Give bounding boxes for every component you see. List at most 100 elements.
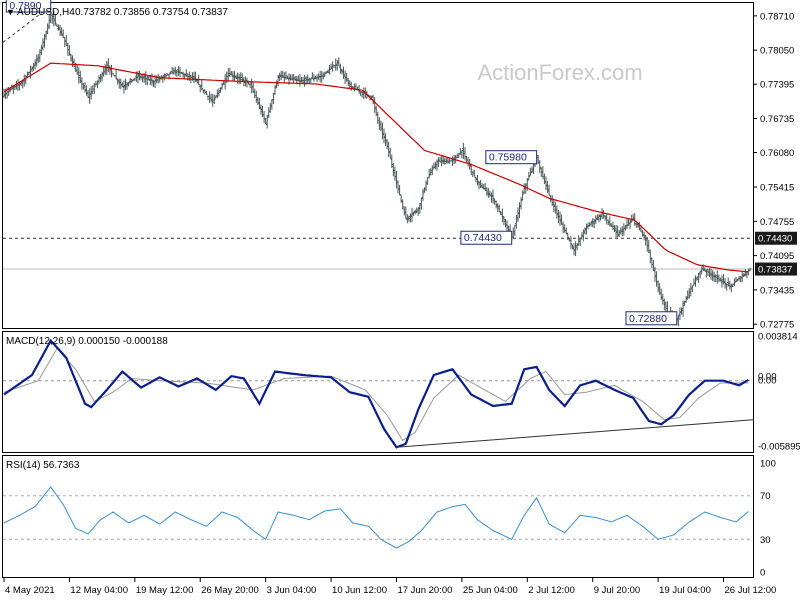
ohlc-bar <box>415 207 418 214</box>
ohlc-bar <box>79 70 82 84</box>
rsi-line <box>3 486 749 549</box>
ohlc-bar <box>407 215 411 222</box>
ohlc-bar <box>499 211 503 216</box>
ohlc-bar <box>449 160 453 162</box>
swing-label-text: 0.75980 <box>489 152 527 164</box>
ohlc-bar <box>396 180 400 194</box>
ohlc-bar <box>294 76 297 81</box>
ohlc-bar <box>379 120 383 132</box>
ohlc-bar <box>597 213 601 223</box>
ohlc-bar <box>376 111 379 124</box>
ohlc-bar <box>703 267 707 272</box>
macd-signal-line <box>3 347 749 442</box>
ohlc-bar <box>551 195 554 206</box>
ohlc-bar <box>708 268 711 278</box>
ohlc-bar <box>619 227 622 235</box>
ohlc-bar <box>175 69 179 77</box>
ohlc-bar <box>726 277 730 287</box>
ohlc-bar <box>127 81 130 87</box>
ohlc-bar <box>297 75 300 82</box>
ohlc-bar <box>346 78 350 86</box>
ohlc-bar <box>389 147 392 159</box>
ohlc-bar <box>181 71 185 78</box>
ohlc-bar <box>498 204 501 213</box>
ohlc-bar <box>205 91 208 95</box>
ohlc-bar <box>110 64 113 78</box>
ohlc-bar <box>156 73 160 84</box>
ohlc-bar <box>491 189 495 204</box>
ohlc-bar <box>2 88 6 99</box>
price-axis-label: 0.73435 <box>760 285 794 296</box>
ohlc-bar <box>398 184 401 196</box>
ohlc-bar <box>642 231 646 241</box>
ohlc-bar <box>518 202 521 219</box>
ohlc-bar <box>580 232 583 240</box>
ohlc-bar <box>401 199 404 210</box>
ohlc-bar <box>163 73 166 81</box>
ohlc-bar <box>275 80 278 89</box>
ohlc-bar <box>284 71 288 80</box>
ohlc-bar <box>515 214 518 229</box>
ohlc-bar <box>85 85 88 96</box>
ohlc-bar <box>585 223 588 235</box>
macd-line <box>3 338 749 449</box>
ohlc-bar <box>680 307 683 315</box>
ohlc-bar <box>652 259 655 272</box>
ohlc-bar <box>213 94 216 104</box>
ohlc-bar <box>43 34 46 48</box>
ohlc-bar <box>392 162 395 177</box>
ohlc-bar <box>329 63 333 70</box>
price-axis-label: 0.77395 <box>760 80 794 91</box>
rsi-axis-label: 70 <box>760 491 771 502</box>
ohlc-bar <box>512 227 515 239</box>
ohlc-bar <box>538 160 541 174</box>
ohlc-bar <box>345 72 348 82</box>
ohlc-bar <box>264 117 267 125</box>
ohlc-bar <box>650 257 654 269</box>
ohlc-bar <box>382 128 386 144</box>
ohlc-bar <box>323 71 327 78</box>
ohlc-bar <box>709 268 713 280</box>
price-tag: 0.73837 <box>755 262 797 276</box>
ohlc-bar <box>276 74 280 87</box>
dropdown-arrow-icon[interactable]: ▼ <box>6 7 15 17</box>
ohlc-bar <box>558 211 562 226</box>
ohlc-bar <box>9 88 12 93</box>
ohlc-bar <box>596 214 599 221</box>
ohlc-bar <box>332 64 336 67</box>
ohlc-bar <box>174 66 177 76</box>
ohlc-bar <box>714 274 717 283</box>
ohlc-bar <box>99 73 102 83</box>
ohlc-bar <box>250 78 253 94</box>
ohlc-bar <box>527 171 531 181</box>
ohlc-bar <box>485 187 488 196</box>
ohlc-bar <box>723 278 727 289</box>
ohlc-bar <box>737 275 741 280</box>
ohlc-bar <box>476 174 479 186</box>
ohlc-bar <box>55 24 59 27</box>
ohlc-bar <box>314 75 317 80</box>
ohlc-bar <box>728 280 731 290</box>
ohlc-bar <box>532 163 535 174</box>
ohlc-bar <box>681 300 685 317</box>
ohlc-bar <box>325 71 328 74</box>
ohlc-bar <box>434 161 437 170</box>
ohlc-bar <box>617 229 621 237</box>
ohlc-bar <box>440 155 443 167</box>
ohlc-bar <box>719 277 722 282</box>
ohlc-bar <box>603 215 607 221</box>
swing-label-text: 0.72880 <box>629 313 667 325</box>
ohlc-bar <box>270 99 274 110</box>
ohlc-bar <box>331 61 334 72</box>
ohlc-bar <box>429 168 432 176</box>
ohlc-bar <box>68 45 71 56</box>
ohlc-bar <box>426 176 429 185</box>
ohlc-bar <box>114 69 118 80</box>
price-panel-frame <box>2 2 754 329</box>
ohlc-bar <box>161 75 165 83</box>
ohlc-bar <box>227 67 230 82</box>
ohlc-bar <box>694 275 697 287</box>
ohlc-bar <box>445 157 448 164</box>
ohlc-bar <box>621 226 624 237</box>
ohlc-bar <box>574 241 577 257</box>
